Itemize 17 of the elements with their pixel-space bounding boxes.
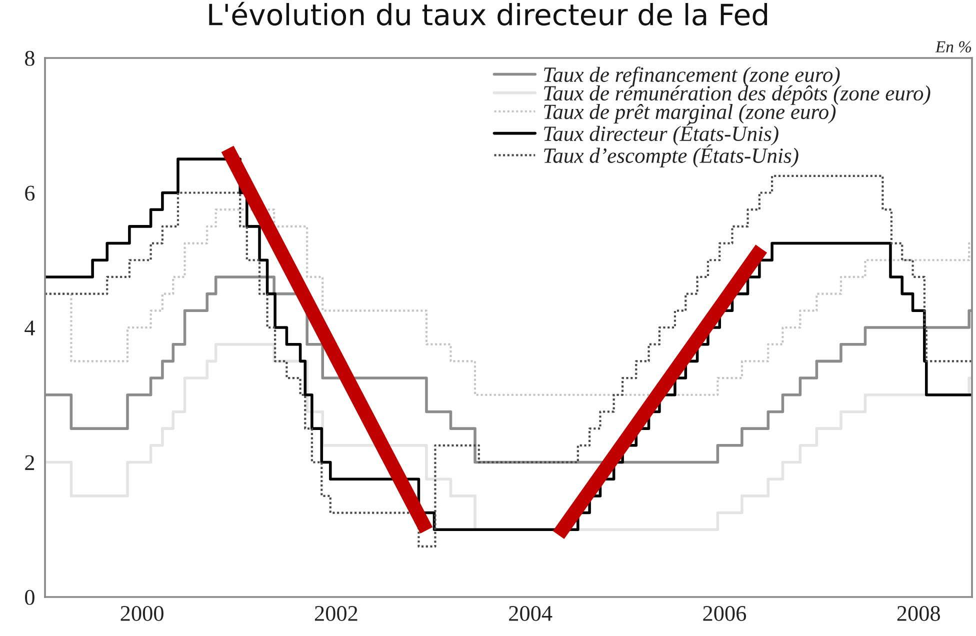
legend-label: Taux d’escompte (États-Unis)	[544, 144, 798, 168]
legend-label: Taux directeur (États-Unis)	[544, 122, 778, 146]
x-tick-label: 2000	[120, 606, 164, 621]
x-tick-label: 2002	[314, 606, 358, 621]
legend-label: Taux de rémunération des dépôts (zone euro)	[544, 85, 930, 105]
legend-label: Taux de refinancement (zone euro)	[544, 66, 840, 86]
y-tick-label: 0	[25, 590, 34, 605]
y-tick-label: 6	[25, 186, 35, 201]
x-tick-label: 2008	[897, 606, 940, 621]
legend-label: Taux de prêt marginal (zone euro)	[544, 104, 836, 124]
y-tick-label: 2	[25, 455, 34, 470]
x-tick-label: 2006	[703, 606, 746, 621]
x-tick-label: 2004	[509, 606, 552, 621]
chart-title: L'évolution du taux directeur de la Fed	[209, 2, 768, 26]
y-tick-label: 8	[25, 50, 34, 66]
y-axis-title: En %	[935, 41, 972, 53]
y-tick-label: 4	[24, 320, 35, 336]
